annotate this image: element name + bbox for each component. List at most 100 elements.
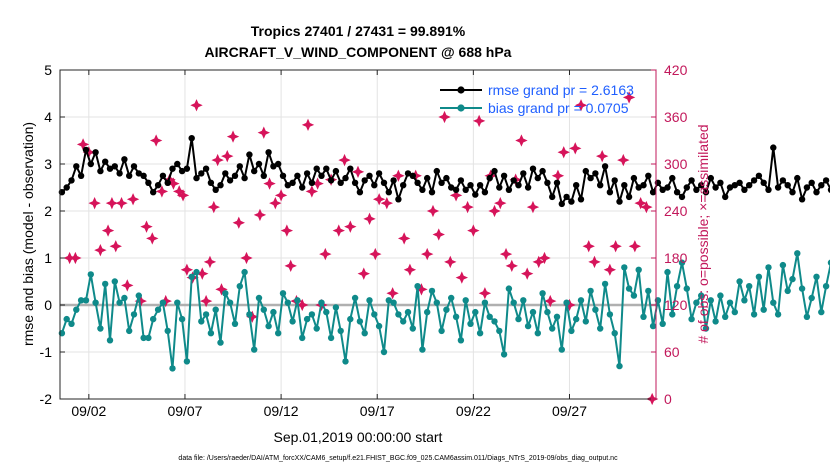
rmse-point [150, 189, 157, 196]
bias-point [592, 306, 599, 313]
rmse-point [760, 179, 767, 186]
rmse-point [534, 174, 541, 182]
bias-point [640, 313, 647, 320]
rmse-point [568, 198, 575, 205]
rmse-point [395, 196, 402, 203]
obs-count-marker [203, 255, 217, 269]
y-left-tick-label: -2 [40, 391, 53, 407]
rmse-point [380, 179, 388, 186]
obs-count-marker [595, 149, 609, 163]
plot-area [60, 70, 656, 399]
chart-title-line1: Tropics 27401 / 27431 = 99.891% [251, 23, 466, 39]
rmse-point [443, 174, 450, 182]
rmse-point [669, 174, 676, 182]
obs-count-marker [215, 283, 228, 296]
rmse-point [222, 170, 229, 177]
rmse-point [774, 184, 782, 191]
rmse-point [289, 179, 296, 186]
rmse-point [126, 172, 133, 179]
bias-point [255, 294, 263, 302]
obs-count-marker [319, 247, 332, 261]
rmse-point [481, 189, 489, 196]
obs-count-marker [449, 189, 463, 202]
rmse-point [116, 170, 123, 177]
obs-count-marker [363, 212, 376, 226]
bias-point [246, 311, 253, 318]
obs-count-marker [211, 153, 224, 167]
bias-point [707, 297, 714, 304]
rmse-point [337, 179, 344, 186]
rmse-point [798, 196, 806, 203]
bias-point [260, 306, 267, 313]
bias-point [481, 299, 489, 306]
obs-count-marker [609, 240, 622, 253]
bias-point [202, 311, 210, 318]
rmse-point [77, 172, 85, 179]
bias-point [582, 318, 589, 325]
rmse-point [294, 172, 301, 179]
rmse-point [722, 193, 729, 201]
bias-point [467, 320, 474, 327]
bias-point [73, 306, 80, 313]
x-tick-label: 09/17 [360, 403, 395, 419]
rmse-point [174, 160, 181, 168]
bias-point [746, 283, 753, 290]
rmse-point [351, 179, 359, 186]
obs-count-marker [305, 185, 319, 198]
bias-point [736, 278, 743, 285]
bias-point [818, 308, 825, 316]
obs-count-marker [109, 240, 122, 253]
obs-count-marker [344, 220, 357, 233]
rmse-point [400, 182, 407, 189]
rmse-point [347, 165, 354, 172]
rmse-point [803, 184, 811, 191]
bias-point [678, 259, 686, 266]
bias-point [337, 327, 344, 335]
bias-point [688, 315, 695, 323]
bias-point [544, 308, 551, 316]
bias-point [390, 299, 397, 306]
rmse-point [246, 151, 253, 158]
rmse-point [678, 193, 686, 201]
rmse-point [121, 156, 128, 163]
rmse-point [342, 174, 349, 182]
rmse-point [226, 177, 234, 184]
obs-count-marker [257, 126, 270, 139]
obs-count-marker [538, 251, 551, 265]
bias-point [683, 285, 690, 292]
obs-count-marker [280, 224, 294, 237]
y-left-tick-label: 5 [44, 62, 52, 78]
bias-point [217, 339, 224, 346]
x-tick-label: 09/27 [552, 403, 587, 419]
rmse-point [299, 184, 306, 191]
rmse-point [765, 186, 772, 193]
obs-count-marker [628, 240, 642, 253]
rmse-point [601, 163, 609, 170]
rmse-point [452, 186, 460, 193]
bias-point [750, 311, 758, 318]
bias-point [231, 320, 239, 327]
rmse-point [303, 170, 311, 177]
rmse-point [549, 193, 556, 201]
obs-count-marker [180, 263, 194, 276]
bias-point [428, 287, 436, 295]
bias-point [563, 299, 570, 306]
rmse-point [217, 182, 224, 189]
rmse-point [327, 177, 335, 184]
rmse-point [375, 170, 383, 177]
bias-point [284, 299, 291, 306]
bias-point [500, 351, 508, 358]
y-axis-right: 0 60 120 180 240 300 360 420 [651, 62, 688, 407]
rmse-point [784, 182, 791, 189]
bias-point [659, 320, 666, 327]
y-axis-left-label: rmse and bias (model - observation) [20, 122, 36, 346]
bias-point [712, 318, 719, 325]
rmse-point [159, 172, 167, 179]
chart-title-line2: AIRCRAFT_V_WIND_COMPONENT @ 688 hPa [205, 44, 512, 60]
y-right-tick-label: 180 [664, 250, 688, 266]
bias-point [770, 299, 777, 306]
rmse-point [750, 177, 758, 184]
rmse-point [573, 182, 580, 189]
bias-point [212, 306, 219, 313]
rmse-point [111, 163, 119, 170]
